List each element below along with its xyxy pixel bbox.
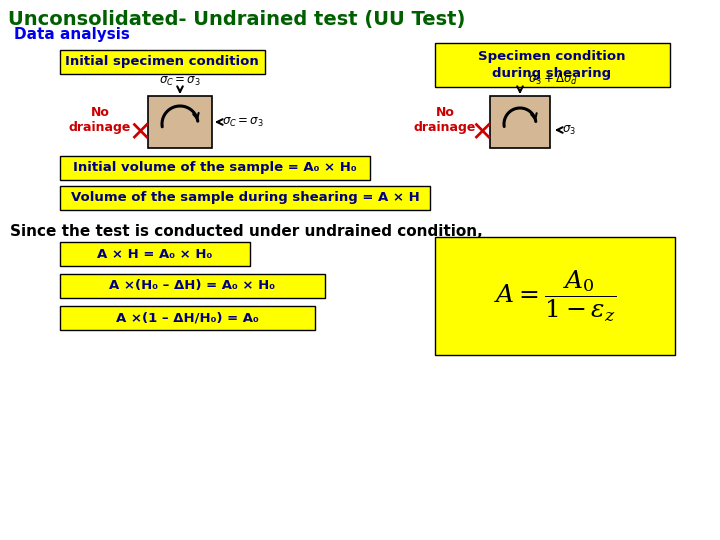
Text: A ×(H₀ – ΔH) = A₀ × H₀: A ×(H₀ – ΔH) = A₀ × H₀ bbox=[109, 280, 275, 293]
Text: $\sigma_C = \sigma_3$: $\sigma_C = \sigma_3$ bbox=[222, 116, 264, 129]
Text: $\sigma_3 + \Delta\sigma_d$: $\sigma_3 + \Delta\sigma_d$ bbox=[528, 72, 578, 87]
Text: Initial specimen condition: Initial specimen condition bbox=[65, 56, 259, 69]
Text: No
drainage: No drainage bbox=[414, 105, 476, 134]
Text: Volume of the sample during shearing = A × H: Volume of the sample during shearing = A… bbox=[71, 192, 419, 205]
Text: $\sigma_3$: $\sigma_3$ bbox=[562, 124, 576, 137]
Text: ✕: ✕ bbox=[128, 119, 152, 147]
Bar bbox=[435, 43, 670, 87]
Bar bbox=[60, 186, 430, 210]
Bar bbox=[60, 274, 325, 298]
Text: Specimen condition
during shearing: Specimen condition during shearing bbox=[478, 50, 626, 80]
Text: A × H = A₀ × H₀: A × H = A₀ × H₀ bbox=[97, 247, 212, 260]
Text: Initial volume of the sample = A₀ × H₀: Initial volume of the sample = A₀ × H₀ bbox=[73, 161, 357, 174]
Bar bbox=[490, 96, 550, 148]
Text: Data analysis: Data analysis bbox=[14, 27, 130, 42]
Bar bbox=[148, 96, 212, 148]
Bar bbox=[60, 156, 370, 180]
Text: ✕: ✕ bbox=[470, 119, 494, 147]
Bar bbox=[60, 50, 265, 74]
Text: Since the test is conducted under undrained condition,: Since the test is conducted under undrai… bbox=[10, 224, 482, 239]
Text: $\sigma_C = \sigma_3$: $\sigma_C = \sigma_3$ bbox=[159, 75, 201, 88]
Bar bbox=[60, 242, 250, 266]
Text: No
drainage: No drainage bbox=[69, 105, 131, 134]
Text: $A = \dfrac{A_0}{1 - \varepsilon_z}$: $A = \dfrac{A_0}{1 - \varepsilon_z}$ bbox=[494, 268, 616, 324]
Text: A ×(1 – ΔH/H₀) = A₀: A ×(1 – ΔH/H₀) = A₀ bbox=[116, 312, 258, 325]
Text: Unconsolidated- Undrained test (UU Test): Unconsolidated- Undrained test (UU Test) bbox=[8, 10, 465, 29]
Bar bbox=[60, 306, 315, 330]
Bar bbox=[435, 237, 675, 355]
